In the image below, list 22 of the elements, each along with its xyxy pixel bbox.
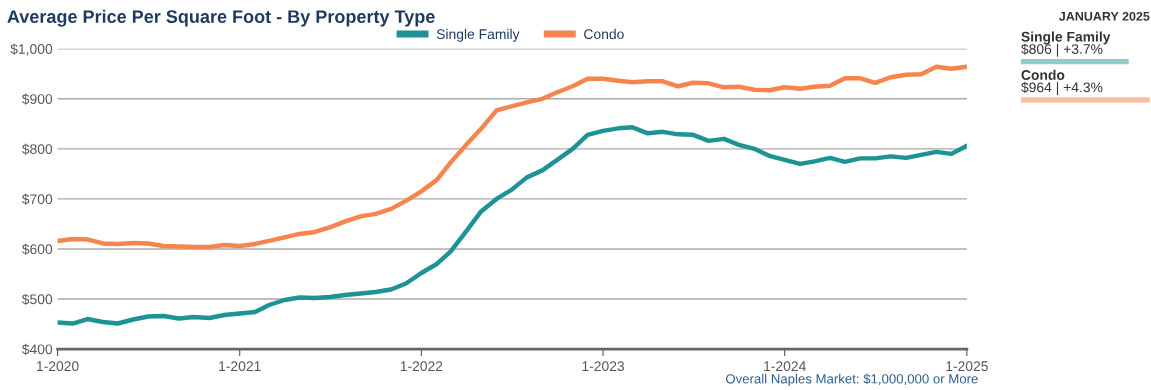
chart-title: Average Price Per Square Foot - By Property Type [7,9,435,27]
x-tick-label: 1-2023 [582,361,625,372]
x-tick-label: 1-2020 [36,361,79,372]
data-label: $964 | +4.3% [1021,81,1103,96]
x-tick-label: 1-2021 [219,361,261,372]
y-tick-label: $600 [21,243,53,255]
y-tick-label: $800 [21,143,53,155]
line-series [57,64,967,250]
data-label: $806 | +3.7% [1021,43,1103,57]
x-tick-label: 1-2025 [946,361,988,372]
y-tick-label: $1,000 [10,43,53,56]
line-series [57,125,967,326]
y-tick-label: $500 [21,293,53,305]
y-tick-label: $400 [21,343,53,356]
legend-label: Condo [584,28,624,40]
x-tick-label: 1-2022 [400,361,443,372]
x-tick-label: 1-2024 [764,361,806,372]
y-tick-label: $700 [21,193,53,205]
legend-label: Single Family [436,28,520,42]
text: Overall Naples Market: $1,000,000 or More [725,373,978,387]
chart-title: JANUARY 2025 [1059,11,1150,21]
y-tick-label: $900 [21,93,53,105]
